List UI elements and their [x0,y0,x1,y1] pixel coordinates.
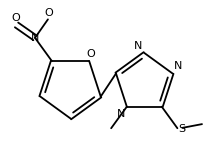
Text: S: S [178,124,186,134]
Text: O: O [11,13,20,23]
Text: N: N [134,41,143,51]
Text: O: O [45,8,53,18]
Text: N: N [31,33,39,43]
Text: O: O [87,49,95,59]
Text: N: N [174,61,183,71]
Text: N: N [117,109,125,119]
